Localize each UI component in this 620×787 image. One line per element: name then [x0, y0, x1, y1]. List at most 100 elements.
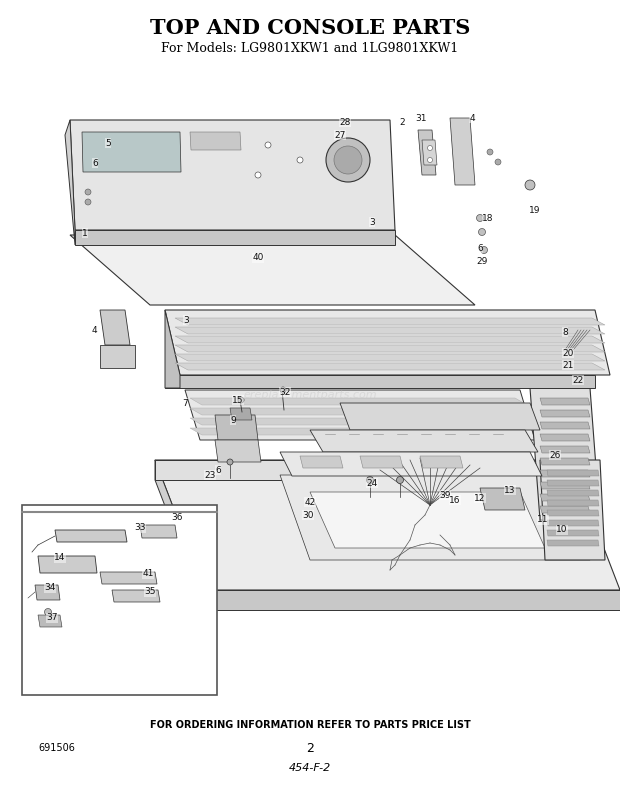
Text: 6: 6	[215, 465, 221, 475]
Polygon shape	[547, 530, 599, 536]
Text: 11: 11	[538, 515, 549, 524]
Polygon shape	[540, 410, 590, 417]
Text: 36: 36	[171, 513, 183, 523]
Text: 24: 24	[366, 478, 378, 487]
Polygon shape	[190, 398, 527, 405]
Polygon shape	[112, 590, 160, 602]
Polygon shape	[100, 310, 130, 345]
Polygon shape	[340, 403, 540, 430]
Polygon shape	[360, 456, 403, 468]
Text: 3: 3	[183, 316, 189, 324]
Polygon shape	[155, 460, 205, 610]
Circle shape	[326, 138, 370, 182]
Circle shape	[227, 459, 233, 465]
Polygon shape	[547, 520, 599, 526]
Polygon shape	[70, 120, 395, 230]
Circle shape	[480, 246, 487, 253]
Polygon shape	[215, 440, 261, 462]
Polygon shape	[190, 408, 527, 415]
Polygon shape	[547, 490, 599, 496]
Text: 3: 3	[369, 217, 375, 227]
Polygon shape	[165, 310, 610, 375]
Polygon shape	[155, 460, 570, 480]
FancyBboxPatch shape	[22, 505, 217, 695]
Text: 2: 2	[399, 117, 405, 127]
Circle shape	[85, 199, 91, 205]
Polygon shape	[230, 408, 252, 420]
Circle shape	[479, 228, 485, 235]
Text: 22: 22	[572, 375, 583, 385]
Polygon shape	[82, 132, 181, 172]
Polygon shape	[547, 500, 599, 506]
Polygon shape	[480, 488, 525, 510]
Text: 21: 21	[562, 360, 574, 370]
Text: 1: 1	[82, 228, 88, 238]
Circle shape	[397, 476, 404, 483]
Polygon shape	[185, 390, 535, 440]
Polygon shape	[418, 130, 436, 175]
Polygon shape	[540, 398, 590, 405]
Polygon shape	[35, 585, 60, 600]
Text: 18: 18	[482, 213, 494, 223]
Polygon shape	[215, 415, 258, 440]
Polygon shape	[540, 458, 590, 465]
Text: 4: 4	[469, 113, 475, 123]
Circle shape	[85, 189, 91, 195]
Text: 29: 29	[476, 257, 488, 267]
Text: 27: 27	[334, 131, 346, 139]
Polygon shape	[165, 310, 180, 388]
Text: 13: 13	[504, 486, 516, 494]
Polygon shape	[190, 428, 527, 435]
Polygon shape	[38, 615, 62, 627]
Polygon shape	[530, 388, 600, 520]
Text: 31: 31	[415, 113, 427, 123]
Circle shape	[495, 159, 501, 165]
Polygon shape	[100, 345, 135, 368]
Circle shape	[255, 172, 261, 178]
Circle shape	[280, 387, 286, 393]
Text: 16: 16	[450, 496, 461, 504]
Polygon shape	[540, 470, 590, 477]
Text: 9: 9	[230, 416, 236, 424]
Polygon shape	[540, 434, 590, 441]
Text: TOP AND CONSOLE PARTS: TOP AND CONSOLE PARTS	[150, 18, 470, 38]
Polygon shape	[165, 375, 595, 388]
Polygon shape	[175, 327, 605, 334]
Polygon shape	[280, 475, 590, 560]
Text: 15: 15	[232, 396, 244, 405]
Polygon shape	[65, 120, 75, 245]
Polygon shape	[280, 452, 542, 476]
Polygon shape	[140, 525, 177, 538]
Text: 33: 33	[135, 523, 146, 533]
Text: 6: 6	[92, 158, 98, 168]
Circle shape	[428, 146, 433, 150]
Polygon shape	[175, 336, 605, 343]
Circle shape	[238, 397, 244, 403]
Polygon shape	[175, 363, 605, 370]
Text: 26: 26	[549, 450, 560, 460]
Polygon shape	[175, 354, 605, 361]
Text: 19: 19	[529, 205, 541, 215]
Polygon shape	[540, 482, 590, 489]
Text: 34: 34	[44, 583, 56, 593]
Text: 12: 12	[474, 493, 485, 503]
Text: 4: 4	[91, 326, 97, 334]
Text: 37: 37	[46, 614, 58, 623]
Circle shape	[525, 180, 535, 190]
Text: ereplacementparts.com: ereplacementparts.com	[243, 390, 377, 400]
Polygon shape	[547, 480, 599, 486]
Circle shape	[45, 608, 51, 615]
Text: 5: 5	[105, 139, 111, 147]
Polygon shape	[300, 456, 343, 468]
Polygon shape	[175, 318, 605, 325]
Polygon shape	[155, 460, 620, 590]
Text: 7: 7	[182, 398, 188, 408]
Polygon shape	[547, 540, 599, 546]
Polygon shape	[310, 430, 538, 452]
Polygon shape	[540, 422, 590, 429]
Text: 42: 42	[304, 497, 316, 507]
Text: 14: 14	[55, 553, 66, 563]
Circle shape	[265, 142, 271, 148]
Text: 10: 10	[556, 526, 568, 534]
Text: 32: 32	[280, 387, 291, 397]
